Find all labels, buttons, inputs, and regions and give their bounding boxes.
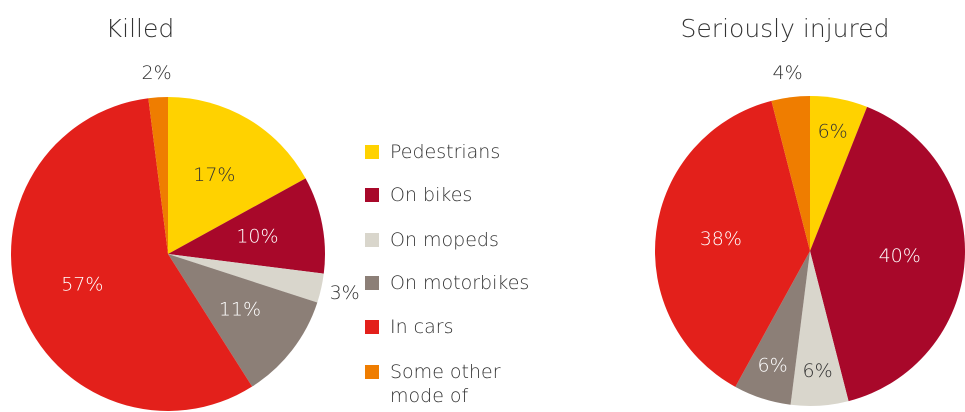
pie-slice — [810, 106, 965, 402]
pie-slice — [771, 96, 810, 251]
data-label: 4% — [772, 62, 802, 84]
legend-label: In cars — [390, 316, 454, 338]
data-label: 10% — [236, 225, 278, 247]
data-label: 2% — [142, 62, 172, 84]
legend-swatch — [365, 233, 379, 247]
data-label: 6% — [803, 360, 833, 382]
data-label: 6% — [758, 354, 788, 376]
pie-slice — [790, 251, 849, 406]
legend-swatch — [365, 365, 379, 379]
legend-swatch — [365, 276, 379, 290]
legend-label: Some other mode of transport — [390, 361, 501, 412]
pie-slice — [10, 98, 253, 412]
data-label: 3% — [330, 282, 360, 304]
legend-swatch — [365, 145, 379, 159]
data-label: 17% — [193, 164, 235, 186]
pie-slice — [168, 97, 306, 254]
data-label: 57% — [61, 273, 103, 295]
data-label: 40% — [879, 245, 921, 267]
pie-slice — [148, 97, 168, 254]
legend-label: On motorbikes — [390, 272, 530, 294]
pie-slice — [810, 96, 868, 251]
legend-swatch — [365, 188, 379, 202]
legend-label: On mopeds — [390, 229, 499, 251]
chart-title: Killed — [106, 14, 174, 43]
pie-slice — [655, 100, 810, 387]
chart-title: Seriously injured — [681, 14, 890, 43]
pie-slice — [168, 254, 324, 303]
pie-slice — [168, 178, 325, 274]
pie-slice — [735, 251, 810, 405]
data-label: 38% — [700, 228, 742, 250]
legend-label: On bikes — [390, 184, 473, 206]
data-label: 11% — [219, 298, 261, 320]
legend-label: Pedestrians — [390, 141, 501, 163]
pie-slice — [168, 254, 318, 387]
legend-swatch — [365, 320, 379, 334]
data-label: 6% — [818, 121, 848, 143]
